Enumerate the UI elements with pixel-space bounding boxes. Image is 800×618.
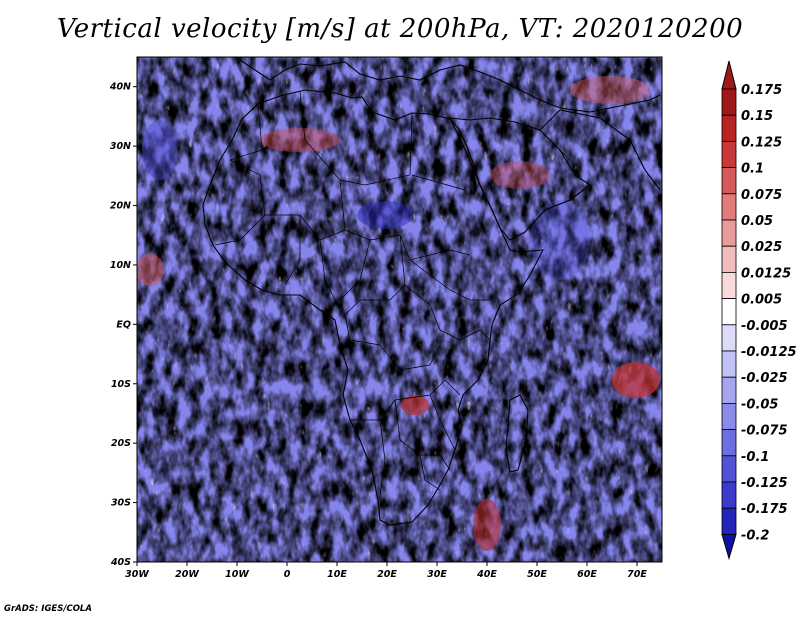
- colorbar-label: 0.025: [741, 240, 782, 255]
- colorbar-label: 0.1: [741, 162, 764, 177]
- vertical-velocity-field: [137, 57, 662, 562]
- colorbar-swatch: [721, 455, 737, 483]
- colorbar-label: 0.15: [741, 109, 773, 124]
- colorbar-swatch: [721, 193, 737, 221]
- colorbar-label: -0.0125: [741, 345, 797, 360]
- lon-tick-label: 10E: [327, 569, 347, 580]
- lat-tick-label: 40S: [110, 557, 131, 568]
- colorbar-swatch: [721, 507, 737, 535]
- colorbar-label: 0.005: [741, 293, 782, 308]
- colorbar-swatch: [721, 271, 737, 299]
- colorbar-label: 0.125: [741, 135, 782, 150]
- lon-tick-label: 70E: [627, 569, 647, 580]
- lat-tick-label: 20S: [111, 438, 131, 449]
- colorbar-label: 0.0125: [741, 266, 791, 281]
- colorbar-label: 0.075: [741, 188, 782, 203]
- colorbar: 0.175 0.15 0.125 0.1 0.075 0.05 0.025 0.0125 0.0…: [721, 60, 797, 561]
- strong-downdraft-areas: [142, 120, 590, 280]
- colorbar-label: 0.175: [741, 83, 782, 98]
- colorbar-label: -0.05: [741, 397, 778, 412]
- lat-tick-label: 10N: [110, 260, 131, 271]
- lon-tick-label: 50E: [527, 569, 547, 580]
- africa-coastline: [202, 59, 661, 526]
- lat-tick-label: 30N: [110, 141, 131, 152]
- lon-tick-label: 60E: [577, 569, 597, 580]
- colorbar-label: -0.175: [741, 502, 788, 517]
- colorbar-label: -0.005: [741, 319, 788, 334]
- strong-updraft-areas: [137, 76, 660, 551]
- colorbar-label: -0.125: [741, 476, 788, 491]
- page-title: Vertical velocity [m/s] at 200hPa, VT: 2…: [56, 14, 744, 44]
- colorbar-top-arrow: [721, 60, 737, 90]
- lon-tick-label: 10W: [225, 569, 249, 580]
- colorbar-label: -0.2: [741, 528, 769, 543]
- colorbar-swatch: [721, 167, 737, 195]
- arabian-peninsula-outline: [449, 117, 591, 241]
- colorbar-swatch: [721, 298, 737, 326]
- colorbar-bottom-arrow: [721, 533, 737, 561]
- lat-tick-label: EQ: [116, 319, 131, 330]
- lon-tick-label: 20W: [175, 569, 199, 580]
- colorbar-swatch: [721, 402, 737, 430]
- near-zero-streaks: [137, 57, 662, 562]
- colorbar-swatch: [721, 350, 737, 378]
- colorbar-swatch: [721, 114, 737, 142]
- latitude-axis: 40N 30N 20N 10N EQ 10S 20S 30S 40S: [109, 82, 137, 568]
- lat-tick-label: 10S: [111, 379, 131, 390]
- colorbar-swatch: [721, 88, 737, 116]
- colorbar-swatch: [721, 324, 737, 352]
- map-frame: [136, 56, 663, 563]
- country-borders: [214, 91, 571, 496]
- lat-tick-label: 20N: [110, 201, 131, 212]
- lon-tick-label: 20E: [377, 569, 397, 580]
- madagascar-outline: [505, 394, 529, 473]
- colorbar-swatch: [721, 140, 737, 168]
- lat-tick-label: 40N: [109, 82, 131, 93]
- colorbar-swatch: [721, 245, 737, 273]
- colorbar-swatch: [721, 219, 737, 247]
- colorbar-swatch: [721, 429, 737, 457]
- longitude-axis: 30W 20W 10W 0 10E 20E 30E 40E 50E 60E 70E: [125, 562, 647, 580]
- colorbar-swatch: [721, 481, 737, 509]
- lon-tick-label: 40E: [476, 569, 497, 580]
- lat-tick-label: 30S: [111, 498, 131, 509]
- colorbar-swatch: [721, 376, 737, 404]
- colorbar-label: 0.05: [741, 214, 773, 229]
- colorbar-label: -0.1: [741, 450, 769, 465]
- lon-tick-label: 30W: [125, 569, 149, 580]
- grads-credit: GrADS: IGES/COLA: [4, 604, 92, 614]
- lon-tick-label: 0: [284, 569, 291, 580]
- lon-tick-label: 30E: [427, 569, 447, 580]
- colorbar-label: -0.025: [741, 371, 788, 386]
- colorbar-label: -0.075: [741, 424, 788, 439]
